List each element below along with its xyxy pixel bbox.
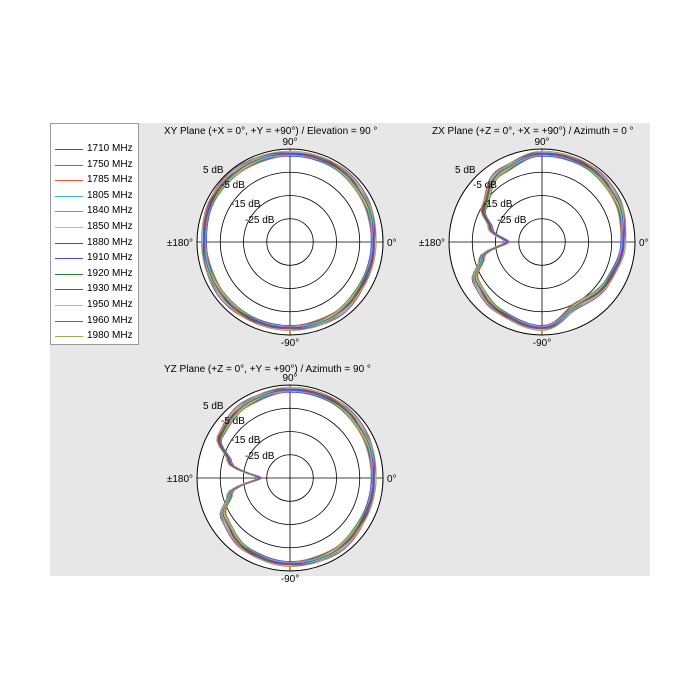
legend-swatch	[55, 305, 83, 306]
radial-label: -25 dB	[497, 215, 527, 226]
angle-label-left: ±180°	[419, 238, 445, 249]
legend-label: 1920 MHz	[87, 267, 133, 279]
legend-label: 1805 MHz	[87, 189, 133, 201]
angle-label-top: 90°	[282, 137, 297, 148]
legend-label: 1785 MHz	[87, 174, 133, 186]
radial-label: -5 dB	[221, 180, 245, 191]
legend-label: 1840 MHz	[87, 205, 133, 217]
polar-plot-zx: 5 dB -5 dB -15 dB -25 dB 90° -90° 0° ±180°	[419, 137, 649, 349]
polar-plot-yz: 5 dB -5 dB -15 dB -25 dB 90° -90° 0° ±180°	[167, 373, 397, 585]
angle-label-bottom: -90°	[533, 338, 551, 349]
angle-label-right: 0°	[639, 238, 649, 249]
legend-swatch	[55, 242, 83, 244]
legend-label: 1710 MHz	[87, 143, 133, 154]
plot-title-yz: YZ Plane (+Z = 0°, +Y = +90°) / Azimuth …	[164, 364, 371, 375]
legend-label: 1960 MHz	[87, 314, 133, 326]
legend: 1710 MHz 1750 MHz 1785 MHz 1805 MHz 1840 MHz…	[50, 123, 139, 345]
legend-item: 1960 MHz	[55, 314, 137, 328]
legend-item: 1840 MHz	[55, 204, 137, 218]
legend-swatch	[55, 149, 83, 150]
angle-label-right: 0°	[387, 474, 397, 485]
angle-label-top: 90°	[282, 373, 297, 384]
radial-label: -15 dB	[231, 435, 261, 446]
legend-item: 1910 MHz	[55, 251, 137, 265]
pattern-trace	[472, 150, 627, 331]
legend-swatch	[55, 227, 83, 228]
radial-label: 5 dB	[203, 401, 224, 412]
radial-label: -5 dB	[221, 416, 245, 427]
radial-label: -25 dB	[245, 215, 275, 226]
angle-label-top: 90°	[534, 137, 549, 148]
legend-swatch	[55, 289, 83, 291]
angle-label-right: 0°	[387, 238, 397, 249]
pattern-trace	[201, 150, 377, 331]
legend-item: 1980 MHz	[55, 329, 137, 343]
legend-swatch	[55, 164, 83, 166]
legend-item: 1750 MHz	[55, 158, 137, 172]
legend-item: 1920 MHz	[55, 267, 137, 281]
legend-swatch	[55, 273, 83, 275]
legend-item: 1930 MHz	[55, 282, 137, 296]
radial-label: -5 dB	[473, 180, 497, 191]
legend-swatch	[55, 211, 83, 213]
legend-swatch	[55, 336, 83, 338]
angle-label-bottom: -90°	[281, 338, 299, 349]
legend-item: 1710 MHz	[55, 142, 137, 156]
angle-label-left: ±180°	[167, 474, 193, 485]
legend-label: 1930 MHz	[87, 283, 133, 295]
angle-label-left: ±180°	[167, 238, 193, 249]
radial-label: 5 dB	[455, 165, 476, 176]
radial-label: -25 dB	[245, 451, 275, 462]
legend-label: 1910 MHz	[87, 252, 133, 264]
legend-label: 1750 MHz	[87, 158, 133, 170]
legend-swatch	[55, 195, 83, 197]
legend-item: 1950 MHz	[55, 298, 137, 312]
plot-title-zx: ZX Plane (+Z = 0°, +X = +90°) / Azimuth …	[432, 126, 634, 137]
legend-label: 1950 MHz	[87, 299, 133, 310]
legend-swatch	[55, 180, 83, 182]
radial-label: 5 dB	[203, 165, 224, 176]
plot-title-xy: XY Plane (+X = 0°, +Y = +90°) / Elevatio…	[164, 126, 378, 137]
legend-swatch	[55, 320, 83, 322]
legend-item: 1880 MHz	[55, 236, 137, 250]
radial-label: -15 dB	[231, 199, 261, 210]
legend-item: 1805 MHz	[55, 189, 137, 203]
legend-swatch	[55, 258, 83, 260]
pattern-trace	[216, 386, 377, 567]
radial-label: -15 dB	[483, 199, 513, 210]
polar-plot-xy: 5 dB -5 dB -15 dB -25 dB 90° -90° 0° ±180°	[167, 137, 397, 349]
legend-label: 1880 MHz	[87, 236, 133, 248]
legend-label: 1980 MHz	[87, 330, 133, 342]
legend-item: 1785 MHz	[55, 173, 137, 187]
legend-label: 1850 MHz	[87, 221, 133, 232]
legend-item: 1850 MHz	[55, 220, 137, 234]
angle-label-bottom: -90°	[281, 574, 299, 585]
